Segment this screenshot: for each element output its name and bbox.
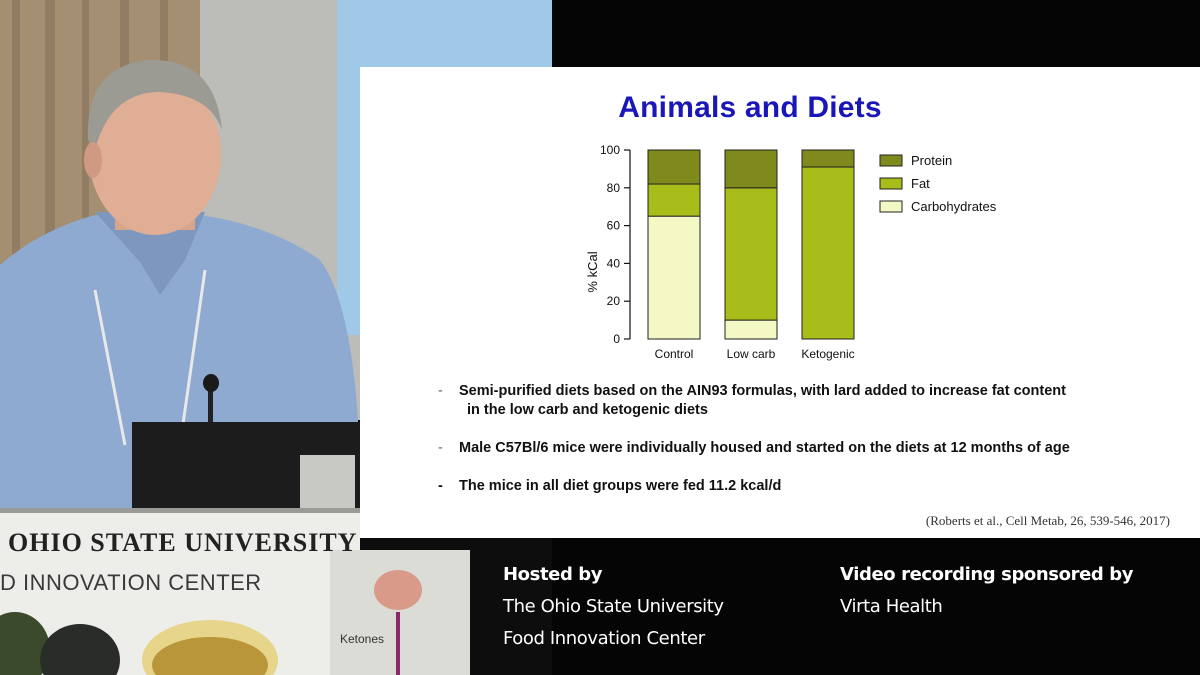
lanyard (93, 269, 207, 446)
y-tick-label: 20 (607, 294, 621, 308)
microphone (208, 385, 213, 425)
legend-label: Carbohydrates (911, 199, 997, 214)
y-axis: 0 20 40 60 80 100 (600, 143, 631, 346)
x-category-label: Ketogenic (801, 347, 854, 361)
y-tick-label: 80 (607, 181, 621, 195)
avocado-image (0, 612, 50, 675)
slide-title: Animals and Diets (618, 91, 882, 124)
legend-swatch (879, 177, 903, 190)
hosted-heading: Hosted by (503, 564, 603, 585)
hosted-line-2: Food Innovation Center (503, 628, 705, 649)
bar-segment-fat (647, 183, 701, 217)
sponsor-heading: Video recording sponsored by (840, 564, 1134, 585)
bullet-3: - The mice in all diet groups were fed 1… (438, 477, 781, 496)
bullet-text-continued: in the low carb and ketogenic diets (467, 402, 708, 418)
bullet-2: - Male C57Bl/6 mice were individually ho… (438, 439, 1070, 458)
bars (647, 149, 855, 340)
x-category-label: Control (655, 347, 694, 361)
presentation-slide: Animals and Diets 0 20 40 60 80 100 Control Lo… (360, 67, 1200, 538)
hosted-line-1: The Ohio State University (503, 596, 724, 617)
brain-icon (374, 570, 422, 610)
y-tick-label: 0 (613, 332, 620, 346)
bullet-text: Semi-purified diets based on the AIN93 f… (459, 383, 1066, 399)
y-axis-label: % kCal (585, 251, 600, 292)
legend: Protein Fat Carbohydrates (879, 153, 997, 214)
y-tick-label: 60 (607, 219, 621, 233)
podium-sign-line2: D INNOVATION CENTER (0, 570, 262, 595)
bullet-1: - Semi-purified diets based on the AIN93… (438, 382, 1066, 420)
bar-segment-protein (801, 149, 855, 168)
bullet-text: The mice in all diet groups were fed 11.… (459, 478, 782, 494)
legend-swatch (879, 154, 903, 167)
speaker-hair (87, 59, 222, 150)
poster-label: Ketones (340, 632, 385, 646)
bar-segment-protein (647, 149, 701, 185)
bar-segment-carbohydrates (647, 215, 701, 340)
y-tick-label: 40 (607, 256, 621, 270)
bullet-dash: - (438, 478, 443, 494)
bullet-dash: - (438, 440, 443, 456)
arrow-up-icon (396, 612, 400, 675)
legend-swatch (879, 200, 903, 213)
legend-label: Fat (911, 176, 930, 191)
bar-segment-fat (801, 166, 855, 340)
bar-segment-fat (724, 187, 778, 321)
y-tick-label: 100 (600, 143, 620, 157)
podium-sign-line1: OHIO STATE UNIVERSITY (8, 528, 358, 557)
legend-label: Protein (911, 153, 952, 168)
x-axis-labels: Control Low carb Ketogenic (655, 347, 855, 361)
citation: (Roberts et al., Cell Metab, 26, 539-546… (925, 513, 1170, 528)
bar-segment-carbohydrates (724, 319, 778, 340)
bar-segment-protein (724, 149, 778, 189)
stacked-bar-chart: 0 20 40 60 80 100 Control Low carb Ketogenic Pr… (585, 143, 997, 361)
x-category-label: Low carb (727, 347, 776, 361)
speaker-ear (84, 142, 102, 178)
bullet-text: Male C57Bl/6 mice were individually hous… (459, 440, 1070, 456)
sponsor-line-1: Virta Health (840, 596, 943, 617)
speaker-collar (95, 212, 205, 295)
speaker-face (89, 75, 221, 235)
bullet-dash: - (438, 383, 443, 399)
